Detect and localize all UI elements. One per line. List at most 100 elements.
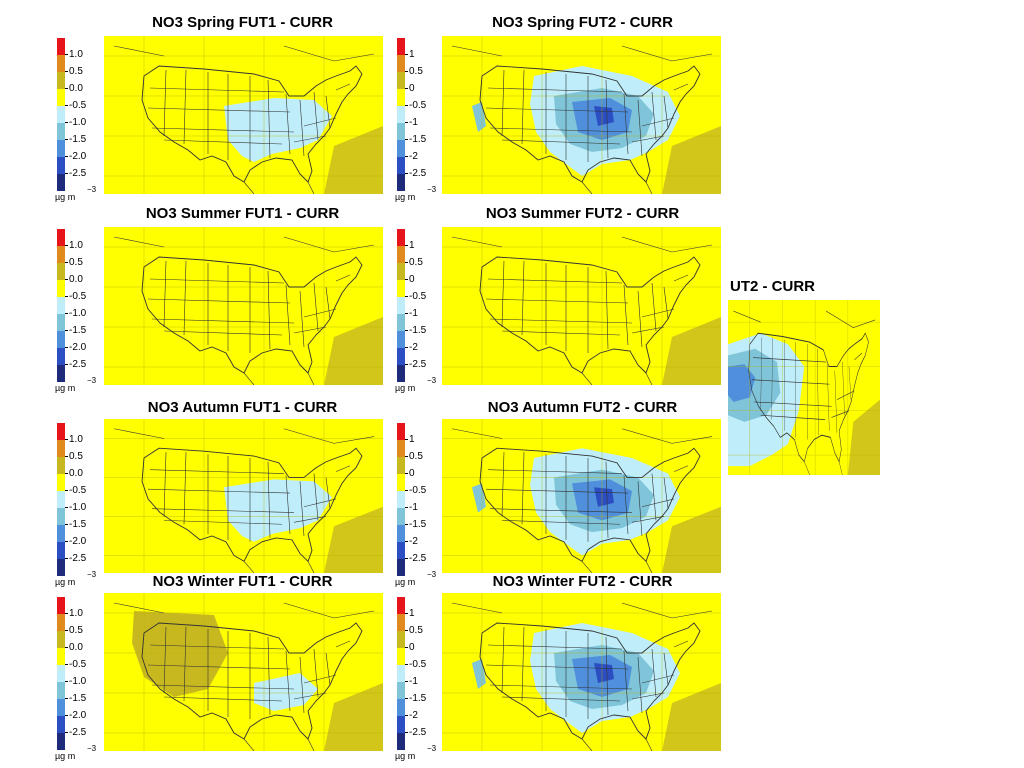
state-border [848, 366, 852, 402]
state-border [299, 481, 305, 536]
colorbar-tick [405, 173, 408, 174]
state-border [293, 516, 327, 523]
state-border [501, 696, 621, 702]
colorbar-tick-label: -1.5 [69, 325, 87, 336]
colorbar-tick-label: -1 [409, 117, 418, 128]
map-winter-fut1 [104, 593, 383, 751]
colorbar-tick-label: -2.0 [69, 151, 87, 162]
colorbar-swatch [397, 508, 405, 525]
state-border [631, 135, 665, 143]
colorbar-tick-label: -1 [409, 308, 418, 319]
colorbar-swatch [397, 297, 405, 314]
colorbar-swatch [57, 263, 65, 280]
colorbar-swatch [57, 716, 65, 733]
colorbar-tick [65, 313, 68, 314]
country-outline [141, 256, 363, 374]
colorbar-tick [65, 507, 68, 508]
colorbar-tick-label: -1 [409, 676, 418, 687]
ocean-anomaly-area [662, 506, 721, 573]
state-border [183, 260, 187, 336]
state-border [149, 278, 285, 284]
colorbar-swatch [57, 331, 65, 348]
country-outline [748, 332, 869, 463]
ocean-anomaly-area [324, 683, 383, 751]
colorbar-swatch [57, 491, 65, 508]
panel-title: NO3 Summer FUT1 - CURR [145, 205, 340, 222]
colorbar-swatch [57, 38, 65, 55]
colorbar-tick [65, 71, 68, 72]
colorbar-tick [405, 296, 408, 297]
colorbar-tick-label: 0 [409, 468, 415, 479]
state-border [151, 318, 295, 324]
state-border [637, 481, 643, 536]
colorbar-swatch [397, 542, 405, 559]
state-border [631, 516, 665, 523]
state-border [303, 308, 337, 318]
map-canvas [442, 593, 721, 751]
colorbar-swatch [57, 733, 65, 750]
colorbar-tick [405, 330, 408, 331]
state-border [267, 636, 271, 716]
colorbar-unit: µg m [395, 383, 416, 393]
anomaly-region [472, 102, 486, 132]
state-border [673, 83, 689, 91]
colorbar-tick [405, 156, 408, 157]
colorbar-unit: µg m [395, 192, 416, 202]
colorbar-swatch [57, 423, 65, 440]
coastline [451, 236, 713, 385]
colorbar-tick [405, 54, 408, 55]
colorbar-swatch [57, 229, 65, 246]
panel-title: NO3 Spring FUT2 - CURR [492, 14, 673, 31]
colorbar-tick-label: 0.0 [69, 468, 83, 479]
state-border [151, 508, 295, 513]
map-graticule [728, 300, 880, 475]
colorbar-swatch [397, 89, 405, 106]
colorbar-swatch [397, 665, 405, 682]
colorbar-tick-label: 0.5 [69, 257, 83, 268]
colorbar-tick-label: 0 [409, 642, 415, 653]
map-graticule [104, 227, 383, 385]
colorbar-tick [405, 439, 408, 440]
state-border [605, 270, 609, 350]
map-autumn-fut2 [442, 419, 721, 573]
colorbar-swatch [397, 525, 405, 542]
colorbar-swatch [57, 665, 65, 682]
panel-partial-overlay: UT2 - CURR [728, 278, 883, 478]
map-partial [728, 300, 880, 475]
state-border [183, 626, 187, 702]
state-border [299, 656, 305, 714]
colorbar-tick-label: 0 [409, 83, 415, 94]
colorbar-unit-exponent: −3 [87, 185, 97, 194]
colorbar-tick-label: 0.0 [69, 642, 83, 653]
colorbar-tick [405, 313, 408, 314]
colorbar-tick-label: -1 [409, 502, 418, 513]
state-border [285, 284, 291, 346]
state-border [293, 326, 327, 334]
colorbar-tick [405, 613, 408, 614]
state-border [285, 475, 291, 535]
state-border [605, 461, 609, 538]
colorbar-tick [65, 156, 68, 157]
colorbar-swatch [397, 157, 405, 174]
state-border [521, 452, 525, 525]
colorbar-tick-label: 0.5 [69, 66, 83, 77]
map-canvas [442, 419, 721, 573]
state-border [836, 390, 855, 401]
state-border [605, 79, 609, 159]
state-border [325, 477, 331, 509]
colorbar-tick [405, 245, 408, 246]
map-canvas [104, 227, 383, 385]
state-border [163, 520, 283, 525]
colorbar-swatch [57, 474, 65, 491]
state-border [651, 648, 657, 698]
colorbar-tick-label: -1.0 [69, 308, 87, 319]
colorbar-tick [405, 490, 408, 491]
colorbar-swatch [397, 38, 405, 55]
state-border [501, 330, 621, 336]
colorbar-tick-label: -2.5 [409, 168, 427, 179]
coastline [733, 310, 876, 475]
panel-autumn-fut1: NO3 Autumn FUT1 - CURR 1.0 0.5 0.0 -0.5 -1.0… [0, 399, 385, 587]
colorbar-tick [405, 664, 408, 665]
state-border [641, 674, 675, 684]
colorbar-swatch [397, 559, 405, 576]
